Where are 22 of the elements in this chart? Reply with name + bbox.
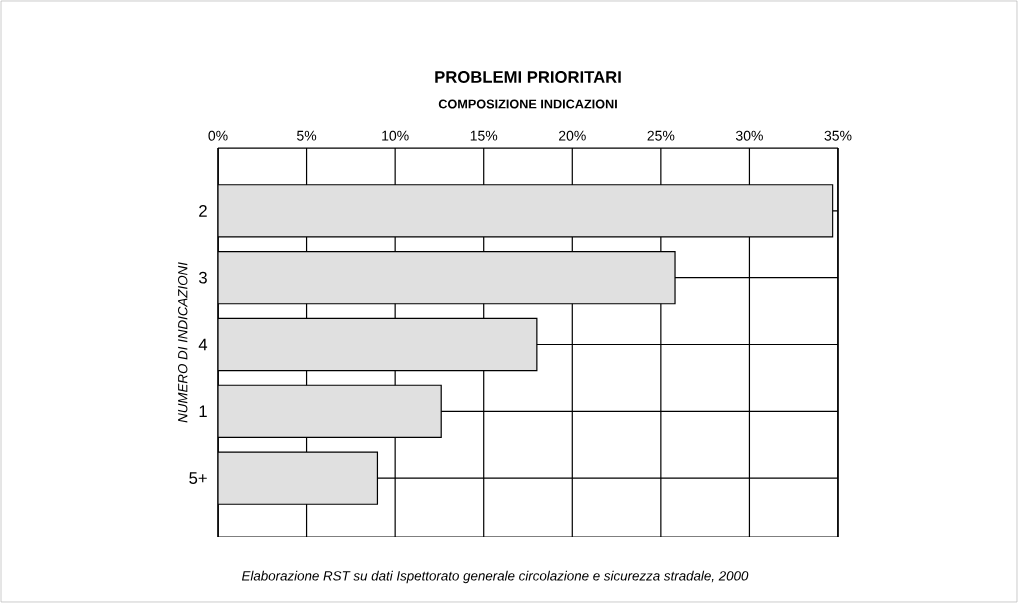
x-tick-label: 30%: [735, 130, 763, 141]
y-tick-label: 5+: [189, 472, 207, 484]
x-tick-label: 5%: [297, 130, 317, 141]
text: Elaborazione RST su dati Ispettorato generale circolazione e sicurezza stradale, 2000: [241, 570, 749, 584]
bar: [218, 184, 834, 238]
chart-subtitle: COMPOSIZIONE INDICAZIONI: [438, 99, 617, 109]
x-tick-label: 25%: [647, 130, 675, 141]
x-tick-label: 20%: [558, 130, 586, 141]
x-tick-label: 10%: [382, 130, 409, 141]
bar: [218, 384, 442, 438]
y-tick-label: 2: [199, 205, 207, 217]
chart-title: PROBLEMI PRIORITARI: [435, 71, 621, 83]
y-tick-label: 1: [199, 405, 207, 418]
bar: [218, 251, 676, 305]
bar: [218, 317, 538, 372]
y-tick-label: 3: [198, 271, 207, 284]
bar: [218, 451, 379, 505]
x-tick-label: 0%: [208, 130, 228, 141]
y-axis-title: NUMERO DI INDICAZIONI: [178, 262, 188, 423]
x-tick-label: 35%: [824, 130, 852, 141]
x-tick-label: 15%: [470, 130, 498, 141]
y-tick-label: 4: [198, 338, 208, 351]
